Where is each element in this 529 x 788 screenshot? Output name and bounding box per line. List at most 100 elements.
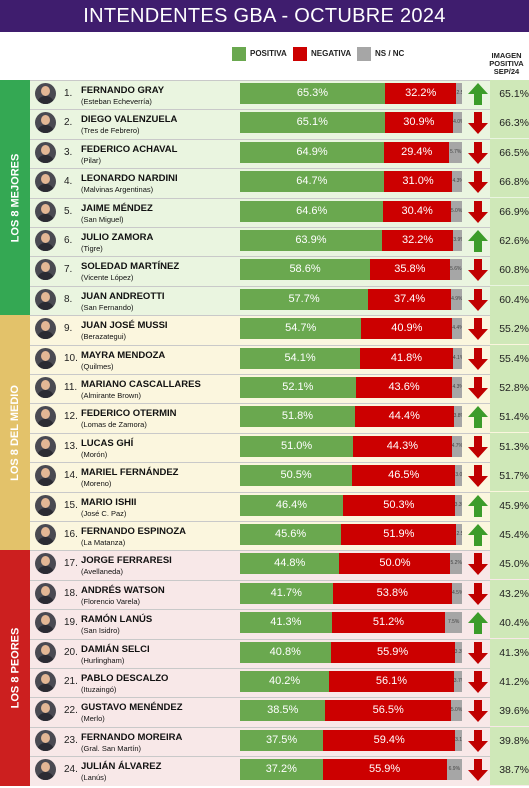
imagen-cell-bg bbox=[490, 609, 529, 639]
imagen-cell-bg bbox=[490, 521, 529, 550]
mayor-name: DIEGO VALENZUELA bbox=[81, 114, 178, 126]
bar-label-positiva: 37.2% bbox=[265, 763, 297, 776]
bar-nsnc bbox=[453, 671, 462, 692]
bar-nsnc bbox=[452, 318, 462, 340]
table-row: 10.MAYRA MENDOZA(Quilmes) 54.1% 41.8% 4.1% 5… bbox=[30, 344, 529, 374]
bar-positiva bbox=[240, 406, 355, 428]
bar-negativa bbox=[384, 83, 457, 104]
bar-label-nsnc: 4.1% bbox=[452, 354, 462, 361]
table-row: 22. GUSTAVO MENÉNDEZ (Merlo) 38.5% 56.5% 5.0%… bbox=[30, 697, 529, 727]
imagen-cell-bg bbox=[490, 697, 529, 727]
bar-negativa bbox=[383, 200, 451, 222]
arrow-down-icon bbox=[467, 317, 489, 341]
bar-nsnc bbox=[455, 729, 462, 751]
district-name: (Berazategui) bbox=[81, 332, 127, 342]
bar-nsnc bbox=[454, 494, 462, 516]
bar-label-positiva: 64.6% bbox=[296, 204, 328, 217]
bar-nsnc bbox=[450, 700, 462, 722]
imagen-positiva-value: 66.9% bbox=[499, 205, 529, 218]
group-label-medio: LOS 8 DEL MEDIO bbox=[0, 315, 30, 550]
bar-label-nsnc: 3.3% bbox=[454, 501, 462, 508]
bar-label-nsnc: 3.8% bbox=[453, 413, 462, 420]
avatar bbox=[35, 200, 56, 222]
rank-number: 18. bbox=[64, 587, 78, 599]
row-divider bbox=[30, 227, 529, 228]
bar-label-positiva: 58.6% bbox=[289, 263, 321, 276]
bar-nsnc bbox=[452, 171, 462, 193]
rank-number: 15. bbox=[64, 499, 78, 511]
group-band-medio bbox=[0, 315, 30, 551]
bar-nsnc bbox=[454, 641, 462, 663]
district-name: (Morón) bbox=[81, 449, 108, 459]
mayor-name: JULIO ZAMORA bbox=[81, 232, 154, 243]
imagen-positiva-value: 60.4% bbox=[499, 293, 529, 306]
rank-number: 12. bbox=[64, 411, 78, 423]
arrow-down-icon bbox=[467, 582, 489, 606]
bar-label-negativa: 31.0% bbox=[402, 175, 434, 188]
table-row: 14. MARIEL FERNÁNDEZ (Moreno) 50.5% 46.5% 3.0… bbox=[30, 462, 529, 492]
legend-swatch-nsnc bbox=[357, 46, 371, 61]
group-label-text: LOS 8 PEORES bbox=[9, 627, 22, 709]
legend-swatch-negativa bbox=[293, 46, 307, 61]
avatar bbox=[35, 171, 56, 193]
rank-number: 6. bbox=[64, 235, 73, 246]
district-name: (Quilmes) bbox=[81, 361, 114, 371]
avatar bbox=[35, 288, 56, 310]
imagen-cell-bg bbox=[490, 579, 529, 609]
bar-label-negativa: 55.9% bbox=[377, 645, 409, 658]
imagen-cell-bg bbox=[490, 138, 529, 168]
bar-label-negativa: 51.2% bbox=[372, 616, 405, 629]
bar-negativa bbox=[332, 582, 452, 604]
table-row: 17. JORGE FERRARESI (Avellaneda) 44.8% 50.0%… bbox=[30, 550, 529, 580]
bar-negativa bbox=[360, 347, 453, 369]
avatar bbox=[35, 582, 56, 604]
bar-label-negativa: 53.8% bbox=[376, 586, 408, 599]
rank-number: 16. bbox=[64, 529, 78, 540]
district-name: (Pilar) bbox=[81, 155, 101, 165]
avatar bbox=[35, 406, 56, 428]
table-row: 3. FEDERICO ACHAVAL (Pilar) 64.9% 29.4% 5.7% 6… bbox=[30, 138, 529, 168]
imagen-cell-bg bbox=[490, 109, 529, 139]
imagen-cell-bg bbox=[490, 374, 529, 403]
arrow-down-icon bbox=[467, 435, 489, 459]
row-divider bbox=[30, 638, 529, 640]
arrow-up-icon bbox=[467, 523, 489, 547]
table-row: 20. DAMIÁN SELCI (Hurlingham) 40.8% 55.9% 3.3… bbox=[30, 638, 529, 668]
arrow-up-icon bbox=[467, 82, 489, 106]
legend-label-positiva: POSITIVA bbox=[250, 49, 287, 58]
bar-nsnc bbox=[451, 435, 462, 457]
district-name: (Avellaneda) bbox=[81, 567, 123, 577]
district-name: (Hurlingham) bbox=[81, 655, 125, 665]
bar-nsnc bbox=[452, 347, 462, 369]
bar-label-nsnc: 4.4% bbox=[452, 325, 462, 332]
row-divider bbox=[30, 462, 529, 464]
bar-positiva bbox=[240, 465, 353, 487]
avatar bbox=[35, 318, 56, 340]
avatar bbox=[35, 729, 56, 751]
imagen-cell-bg bbox=[490, 491, 529, 521]
row-divider bbox=[30, 579, 529, 581]
bar-label-nsnc: 6.9% bbox=[448, 766, 461, 773]
bar-nsnc bbox=[453, 406, 462, 428]
bar-label-nsnc: 5.7% bbox=[449, 148, 462, 155]
bar-label-nsnc: 4.0% bbox=[453, 119, 462, 126]
district-name: (San Miguel) bbox=[81, 214, 124, 224]
mayor-name: PABLO DESCALZO bbox=[81, 673, 169, 684]
avatar bbox=[35, 553, 56, 575]
row-divider bbox=[30, 138, 529, 140]
imagen-positiva-value: 38.7% bbox=[499, 764, 529, 777]
bar-negativa bbox=[381, 230, 454, 251]
imagen-cell-bg bbox=[490, 726, 529, 756]
bar-label-positiva: 64.7% bbox=[296, 175, 328, 188]
arrow-down-icon bbox=[467, 141, 489, 165]
imagen-positiva-value: 51.3% bbox=[499, 440, 529, 453]
mayor-name: LEONARDO NARDINI bbox=[81, 173, 178, 185]
arrow-down-icon bbox=[467, 758, 489, 782]
legend-label-negativa: NEGATIVA bbox=[311, 49, 352, 58]
bar-nsnc bbox=[445, 612, 462, 634]
bar-label-nsnc: 7.5% bbox=[447, 619, 460, 626]
bar-positiva bbox=[240, 582, 333, 604]
imagen-cell-bg bbox=[490, 315, 529, 345]
imagen-positiva-value: 43.2% bbox=[499, 587, 529, 600]
district-name: (La Matanza) bbox=[81, 538, 126, 547]
